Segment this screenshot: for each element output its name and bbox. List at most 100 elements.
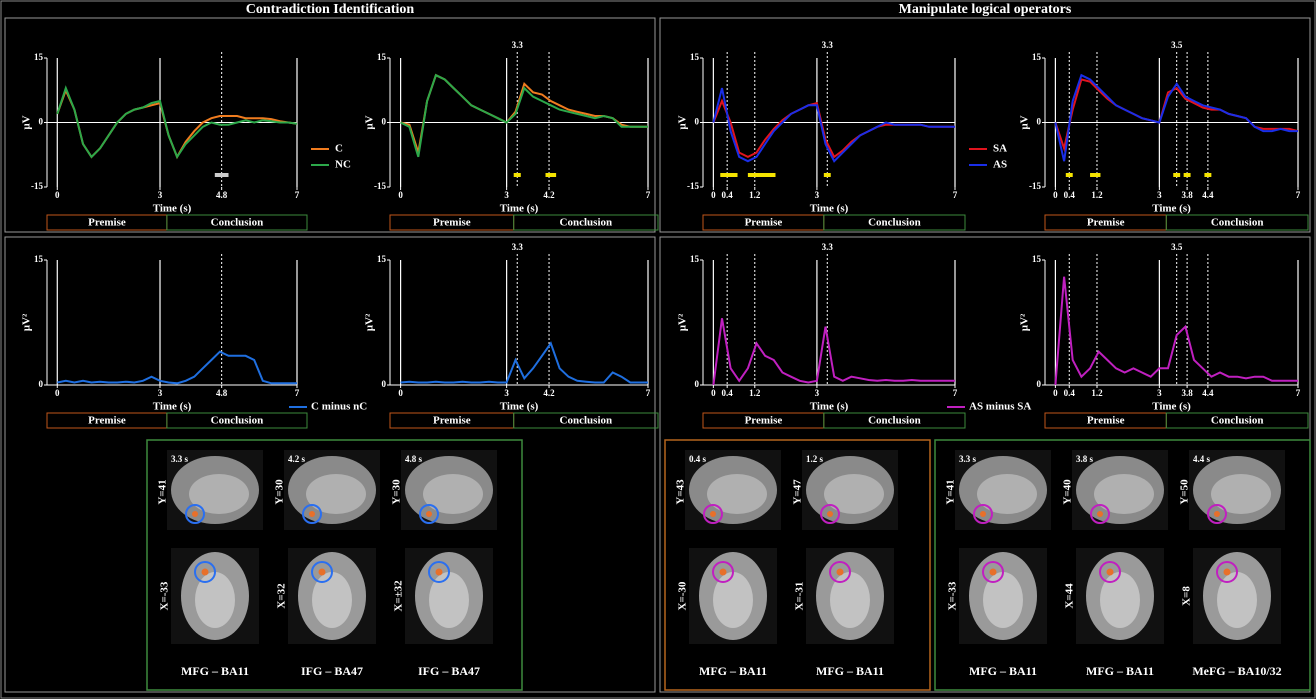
slice-label: Y=50 <box>1179 479 1191 505</box>
y-tick-label: 15 <box>377 254 387 264</box>
x-tick-label: 3 <box>1157 388 1162 398</box>
time-label: 4.2 s <box>288 454 306 464</box>
region-label: MFG – BA11 <box>816 664 884 678</box>
x-tick-label: 0.4 <box>1064 190 1076 200</box>
roi-circle <box>419 504 439 524</box>
time-label: 3.3 <box>512 40 524 50</box>
roi-circle <box>829 561 851 583</box>
series-line <box>712 87 955 163</box>
phase-label: Conclusion <box>211 217 264 229</box>
phase-label: Conclusion <box>1211 415 1264 427</box>
phase-label: Premise <box>433 217 471 229</box>
slice-label: X=-31 <box>794 582 806 611</box>
slice-label: X=-33 <box>159 581 171 610</box>
brain-inner <box>1094 474 1154 514</box>
x-tick-label: 3 <box>504 388 509 398</box>
legend-label: C minus nC <box>311 401 367 413</box>
roi-circle <box>1216 561 1238 583</box>
y-axis-label: µV² <box>364 313 376 331</box>
y-tick-label: -15 <box>687 181 699 191</box>
panel-frame <box>4 17 656 233</box>
phase-label: Conclusion <box>560 415 613 427</box>
phase-box <box>823 214 966 231</box>
section-title: Contradiction Identification <box>246 2 415 17</box>
y-tick-label: 0 <box>1037 117 1042 127</box>
section-title: Manipulate logical operators <box>899 2 1072 17</box>
x-tick-label: 0 <box>55 388 60 398</box>
x-axis-label: Time (s) <box>810 203 849 215</box>
phase-box <box>166 214 308 231</box>
activation <box>1097 511 1103 517</box>
x-tick-label: 4.4 <box>1202 190 1214 200</box>
phase-label: Premise <box>88 415 126 427</box>
series-line <box>56 87 298 160</box>
x-tick-label: 7 <box>953 388 958 398</box>
brain-inner <box>977 474 1037 514</box>
region-label: MeFG – BA10/32 <box>1192 664 1281 678</box>
phase-box <box>1165 412 1309 429</box>
time-label: 3.3 s <box>959 454 977 464</box>
series-line <box>712 318 955 386</box>
brain-group-frame <box>664 439 931 691</box>
series-line <box>400 341 648 384</box>
x-tick-label: 4.2 <box>543 190 555 200</box>
slice-label: X=±32 <box>393 580 405 612</box>
brain-inner <box>429 572 469 628</box>
brain-inner <box>713 572 753 628</box>
x-tick-label: 0.4 <box>722 190 734 200</box>
legend-label: SA <box>993 143 1007 155</box>
significance-bar <box>823 173 831 177</box>
x-tick-label: 3 <box>158 388 163 398</box>
region-label: MFG – BA11 <box>699 664 767 678</box>
x-axis-label: Time (s) <box>500 203 539 215</box>
phase-label: Premise <box>1087 217 1125 229</box>
y-axis-label: µV² <box>677 313 689 331</box>
significance-bar <box>1183 173 1191 177</box>
phase-box <box>513 214 659 231</box>
x-tick-label: 4.2 <box>543 388 555 398</box>
significance-bar <box>1065 173 1073 177</box>
series-line <box>56 85 298 160</box>
x-tick-label: 7 <box>1296 388 1301 398</box>
x-tick-label: 4.8 <box>216 190 228 200</box>
x-axis-label: Time (s) <box>153 401 192 413</box>
time-label: 3.5 <box>1171 242 1183 252</box>
y-tick-label: 15 <box>377 52 387 62</box>
y-axis-label: µV² <box>21 313 33 331</box>
significance-bar <box>214 173 229 177</box>
y-axis-label: µV <box>364 115 376 129</box>
brain-inner <box>824 474 884 514</box>
significance-bar <box>720 173 738 177</box>
y-tick-label: 0 <box>39 379 44 389</box>
legend-label: AS <box>993 159 1007 171</box>
slice-label: X=32 <box>276 583 288 609</box>
y-tick-label: 15 <box>690 254 700 264</box>
x-tick-label: 1.2 <box>1091 190 1103 200</box>
x-tick-label: 0 <box>1053 388 1058 398</box>
y-tick-label: 0 <box>1037 379 1042 389</box>
brain-inner <box>195 572 235 628</box>
activation <box>980 511 986 517</box>
y-tick-label: 15 <box>1032 254 1042 264</box>
x-tick-label: 3 <box>1157 190 1162 200</box>
region-label: MFG – BA11 <box>969 664 1037 678</box>
region-label: MFG – BA11 <box>1086 664 1154 678</box>
x-tick-label: 7 <box>953 190 958 200</box>
y-tick-label: 0 <box>382 379 387 389</box>
roi-circle <box>712 561 734 583</box>
phase-label: Premise <box>88 217 126 229</box>
activation <box>318 568 326 576</box>
x-tick-label: 3 <box>815 388 820 398</box>
x-axis-label: Time (s) <box>1152 401 1191 413</box>
phase-box <box>823 412 966 429</box>
roi-circle <box>302 504 322 524</box>
x-axis-label: Time (s) <box>810 401 849 413</box>
slice-label: Y=30 <box>274 479 286 505</box>
activation <box>719 568 727 576</box>
roi-circle <box>1207 504 1227 524</box>
x-tick-label: 3.8 <box>1181 388 1193 398</box>
activation <box>836 568 844 576</box>
x-tick-label: 4.8 <box>216 388 228 398</box>
